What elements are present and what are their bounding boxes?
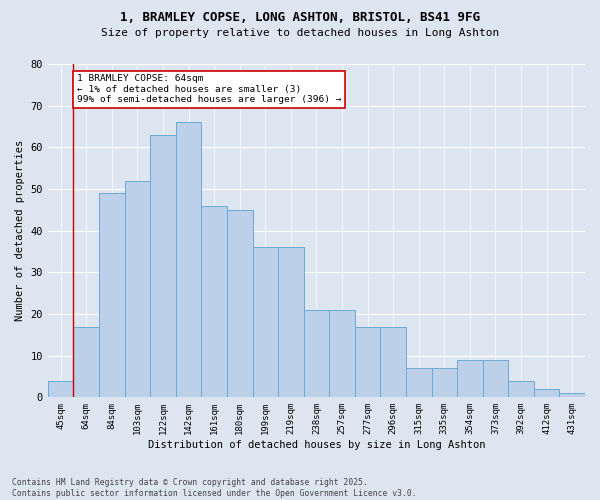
Bar <box>431 368 457 398</box>
Text: 1 BRAMLEY COPSE: 64sqm
← 1% of detached houses are smaller (3)
99% of semi-detac: 1 BRAMLEY COPSE: 64sqm ← 1% of detached … <box>77 74 341 104</box>
Bar <box>73 326 99 398</box>
Bar <box>304 310 329 398</box>
Bar <box>508 380 534 398</box>
X-axis label: Distribution of detached houses by size in Long Ashton: Distribution of detached houses by size … <box>148 440 485 450</box>
Bar <box>125 180 150 398</box>
Bar <box>202 206 227 398</box>
Bar <box>253 248 278 398</box>
Bar <box>99 193 125 398</box>
Bar <box>329 310 355 398</box>
Text: Contains HM Land Registry data © Crown copyright and database right 2025.
Contai: Contains HM Land Registry data © Crown c… <box>12 478 416 498</box>
Y-axis label: Number of detached properties: Number of detached properties <box>15 140 25 322</box>
Bar <box>534 389 559 398</box>
Bar <box>559 393 585 398</box>
Bar <box>227 210 253 398</box>
Text: Size of property relative to detached houses in Long Ashton: Size of property relative to detached ho… <box>101 28 499 38</box>
Text: 1, BRAMLEY COPSE, LONG ASHTON, BRISTOL, BS41 9FG: 1, BRAMLEY COPSE, LONG ASHTON, BRISTOL, … <box>120 11 480 24</box>
Bar <box>380 326 406 398</box>
Bar <box>176 122 202 398</box>
Bar <box>482 360 508 398</box>
Bar <box>48 380 73 398</box>
Bar <box>355 326 380 398</box>
Bar <box>150 135 176 398</box>
Bar <box>457 360 482 398</box>
Bar <box>406 368 431 398</box>
Bar <box>278 248 304 398</box>
